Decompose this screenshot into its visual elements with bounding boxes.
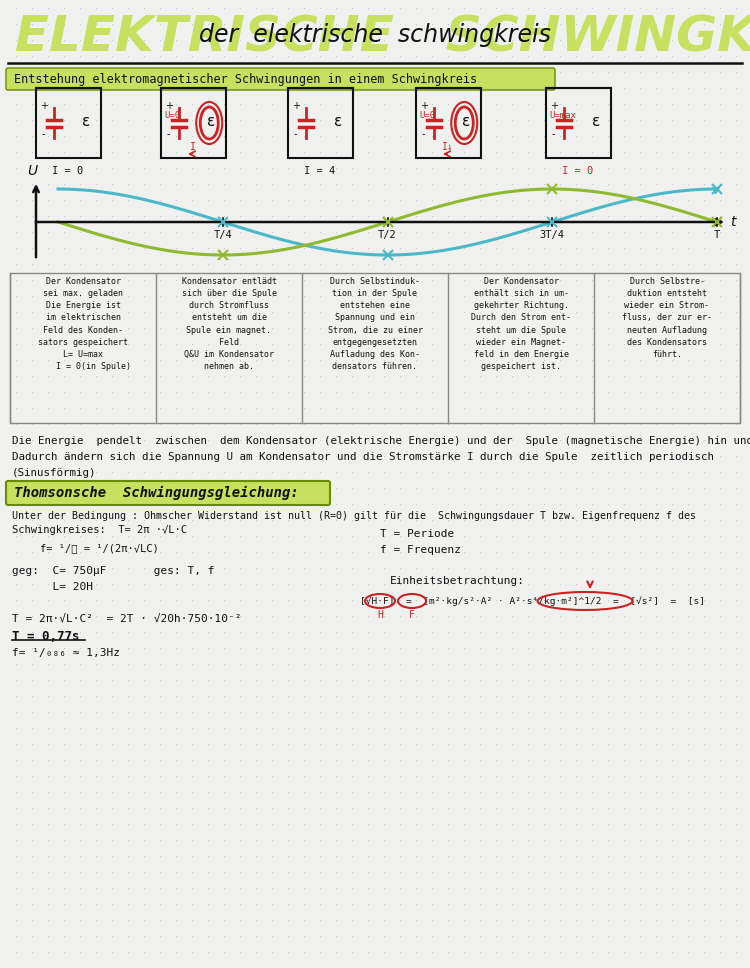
Text: -: - <box>294 129 298 139</box>
Text: ε: ε <box>207 113 215 129</box>
Text: I = 4: I = 4 <box>304 166 336 176</box>
Text: ε: ε <box>462 113 470 129</box>
Text: Der Kondensator
sei max. geladen
Die Energie ist
im elektrischen
Feld des Konden: Der Kondensator sei max. geladen Die Ene… <box>35 277 130 371</box>
Text: ε: ε <box>82 113 90 129</box>
Bar <box>287 88 352 158</box>
Text: Durch Selbstinduk-
tion in der Spule
entstehen eine
Spannung und ein
Strom, die : Durch Selbstinduk- tion in der Spule ent… <box>328 277 422 371</box>
FancyBboxPatch shape <box>6 481 330 505</box>
Text: -: - <box>167 129 170 139</box>
Text: Schwingkreises:  T= 2π ·√L·C: Schwingkreises: T= 2π ·√L·C <box>12 525 187 535</box>
Text: (Sinusförmig): (Sinusförmig) <box>12 468 97 478</box>
Text: f = Frequenz: f = Frequenz <box>380 545 461 555</box>
Text: +: + <box>420 101 428 111</box>
Text: T: T <box>714 230 720 240</box>
Text: f= ¹/₀₈₆ ≈ 1,3Hz: f= ¹/₀₈₆ ≈ 1,3Hz <box>12 648 120 658</box>
Text: Unter der Bedingung : Ohmscher Widerstand ist null (R=0) gilt für die  Schwingun: Unter der Bedingung : Ohmscher Widerstan… <box>12 511 696 521</box>
Text: Entstehung elektromagnetischer Schwingungen in einem Schwingkreis: Entstehung elektromagnetischer Schwingun… <box>14 73 477 85</box>
Text: U=0: U=0 <box>164 110 181 119</box>
Text: +: + <box>40 101 48 111</box>
Text: I↓: I↓ <box>442 142 454 152</box>
Text: F: F <box>409 610 415 620</box>
Text: Der Kondensator
enthält sich in um-
gekehrter Richtung.
Durch den Strom ent-
ste: Der Kondensator enthält sich in um- geke… <box>471 277 571 371</box>
Text: H: H <box>377 610 383 620</box>
FancyBboxPatch shape <box>6 68 555 90</box>
Text: DER  ELEKTRISCHE   SCHWINGKREIS: DER ELEKTRISCHE SCHWINGKREIS <box>0 13 750 61</box>
Text: [√H·F]  =  [m²·kg/s²·A² · A²·s⁴/kg·m²]^1/2  =  [√s²]  =  [s]: [√H·F] = [m²·kg/s²·A² · A²·s⁴/kg·m²]^1/2… <box>360 596 705 606</box>
Text: I = 0: I = 0 <box>53 166 84 176</box>
Bar <box>10 273 740 423</box>
Text: Dadurch ändern sich die Spannung U am Kondensator und die Stromstärke I durch di: Dadurch ändern sich die Spannung U am Ko… <box>12 452 714 462</box>
Bar <box>545 88 610 158</box>
Text: U=0: U=0 <box>419 110 436 119</box>
Text: Durch Selbstre-
duktion entsteht
wieder ein Strom-
fluss, der zur er-
neuten Auf: Durch Selbstre- duktion entsteht wieder … <box>622 277 712 359</box>
Text: Die Energie  pendelt  zwischen  dem Kondensator (elektrische Energie) und der  S: Die Energie pendelt zwischen dem Kondens… <box>12 436 750 446</box>
Text: Kondensator entlädt
sich über die Spule
durch Stromfluss
entsteht um die
Spule e: Kondensator entlädt sich über die Spule … <box>182 277 277 371</box>
Text: 3T/4: 3T/4 <box>540 230 565 240</box>
Text: U=max: U=max <box>550 110 576 119</box>
Text: I: I <box>190 142 196 152</box>
Text: t: t <box>730 215 736 229</box>
Text: I = 0: I = 0 <box>562 166 594 176</box>
Text: Einheitsbetrachtung:: Einheitsbetrachtung: <box>390 576 525 586</box>
Text: -: - <box>552 129 556 139</box>
Text: L= 20H: L= 20H <box>12 582 93 592</box>
Bar <box>416 88 481 158</box>
Text: f= ¹/ⳉ = ¹/(2π·√LC): f= ¹/ⳉ = ¹/(2π·√LC) <box>40 543 159 553</box>
Bar <box>160 88 226 158</box>
Text: ε: ε <box>334 113 342 129</box>
Text: geg:  C= 750μF       ges: T, f: geg: C= 750μF ges: T, f <box>12 566 214 576</box>
Text: T = Periode: T = Periode <box>380 529 454 539</box>
Text: +: + <box>550 101 558 111</box>
Text: -: - <box>422 129 425 139</box>
Text: T = 0,77s: T = 0,77s <box>12 630 80 643</box>
Text: +: + <box>292 101 300 111</box>
Text: T/4: T/4 <box>213 230 232 240</box>
Text: T/2: T/2 <box>378 230 397 240</box>
Text: +: + <box>165 101 172 111</box>
Text: T = 2π·√L·C²  = 2T · √20h·750·10⁻²: T = 2π·√L·C² = 2T · √20h·750·10⁻² <box>12 614 242 624</box>
Text: Thomsonsche  Schwingungsgleichung:: Thomsonsche Schwingungsgleichung: <box>14 486 298 500</box>
Text: -: - <box>42 129 46 139</box>
Text: U: U <box>27 164 37 178</box>
Text: ε: ε <box>592 113 600 129</box>
Bar <box>35 88 100 158</box>
Text: der  elektrische  schwingkreis: der elektrische schwingkreis <box>199 23 551 47</box>
